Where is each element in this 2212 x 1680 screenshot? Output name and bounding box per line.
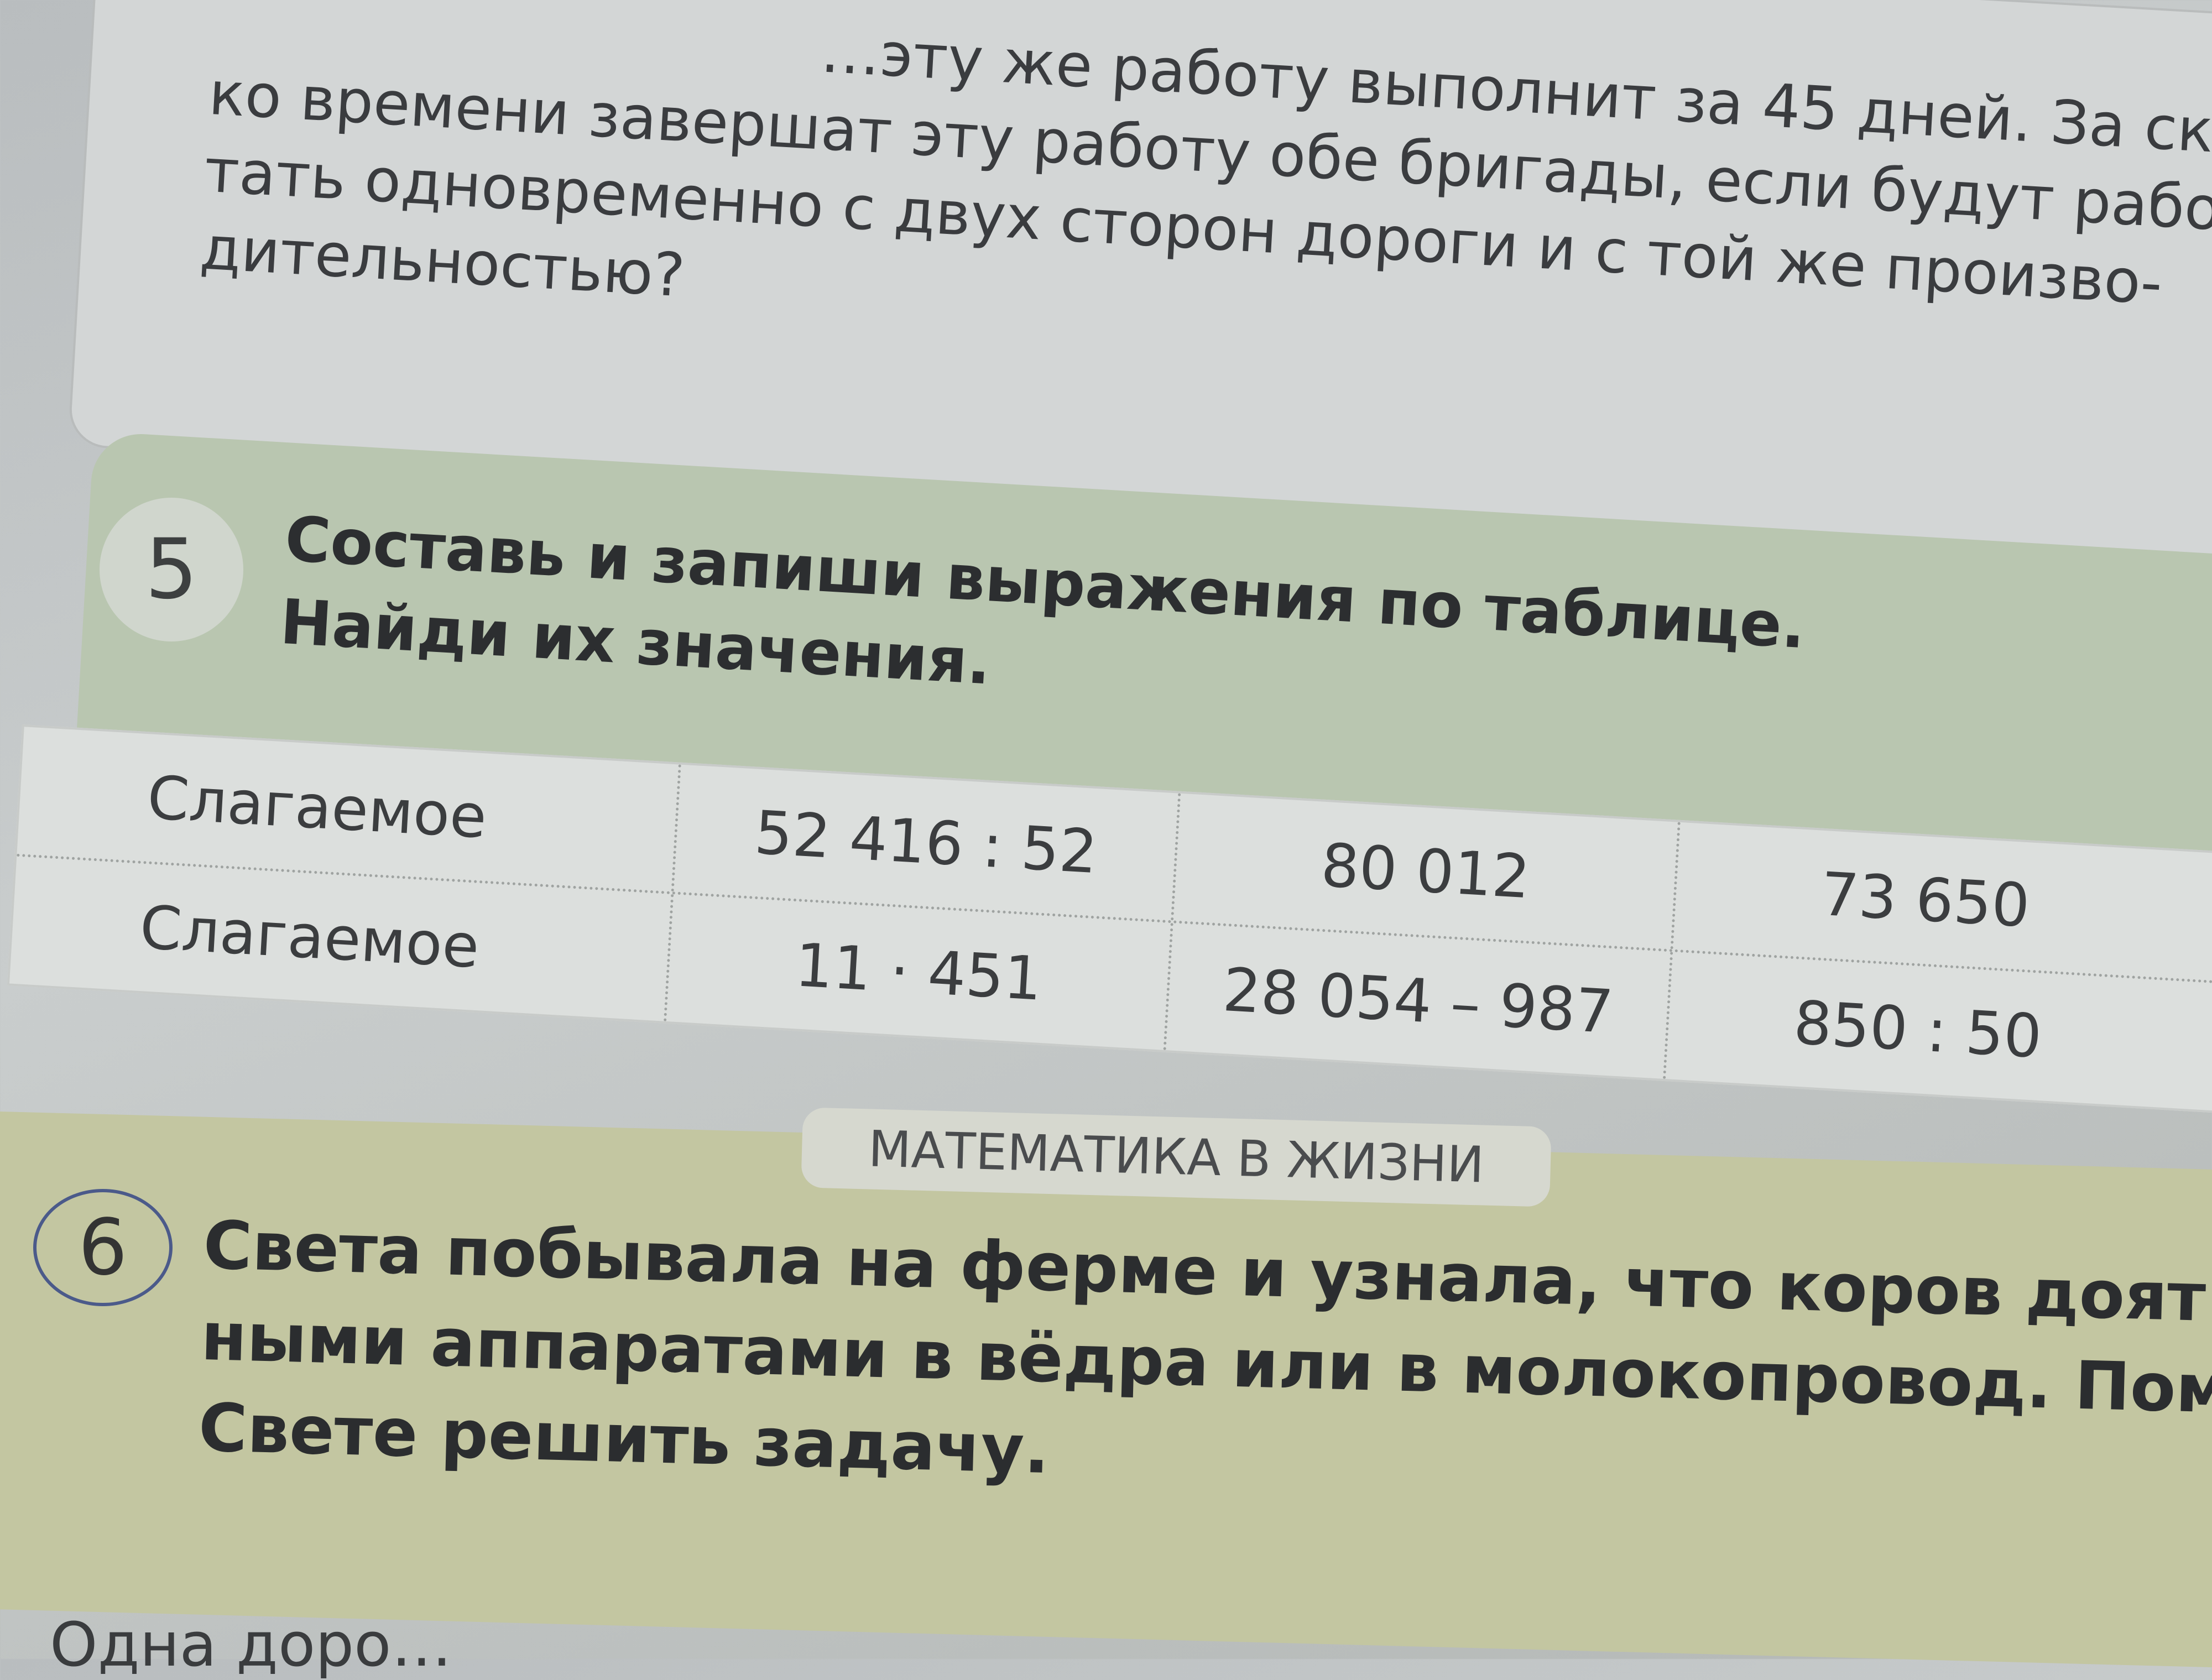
table-cell: 80 012 bbox=[1173, 793, 1681, 949]
task6-number: 6 bbox=[33, 1189, 173, 1306]
task5-number: 5 bbox=[100, 498, 243, 641]
next-text: Одна доро… bbox=[50, 1609, 452, 1680]
table-cell: 73 650 bbox=[1819, 859, 2032, 941]
table-cell: 52 416 : 52 bbox=[674, 764, 1181, 921]
